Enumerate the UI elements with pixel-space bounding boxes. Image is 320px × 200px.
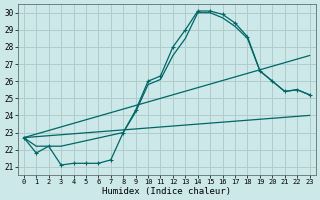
X-axis label: Humidex (Indice chaleur): Humidex (Indice chaleur) bbox=[102, 187, 231, 196]
